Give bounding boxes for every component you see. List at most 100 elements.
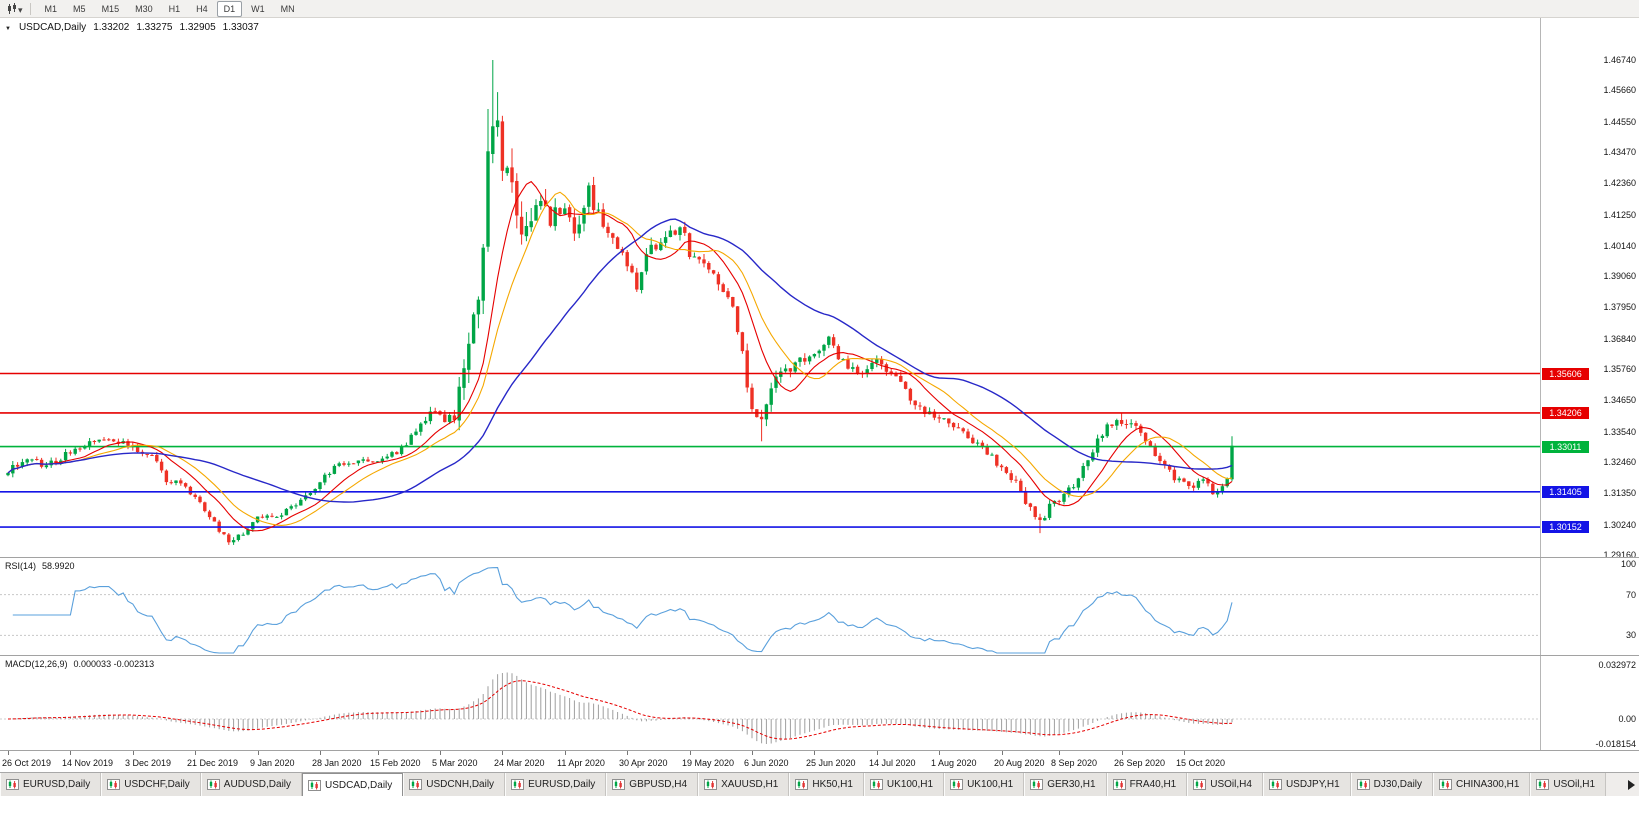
price-line-badge: 1.31405 <box>1542 486 1589 498</box>
timeframe-button-m1[interactable]: M1 <box>44 3 58 14</box>
timeframe-button-w1[interactable]: W1 <box>251 3 265 14</box>
price-tick-label: 1.40140 <box>1603 241 1636 251</box>
chart-tab-icon <box>869 779 883 790</box>
price-axis[interactable]: 1.46740 1.45660 1.44550 1.43470 1.42360 1.412… <box>1540 18 1639 560</box>
time-tick <box>877 751 878 755</box>
chart-tab-usdcad-daily[interactable]: USDCAD,Daily <box>302 773 404 796</box>
tab-label: EURUSD,Daily <box>23 779 91 790</box>
tab-label: EURUSD,Daily <box>528 779 596 790</box>
tab-label: DJ30,Daily <box>1373 779 1423 790</box>
time-tick <box>939 751 940 755</box>
chart-tab-eurusd-daily[interactable]: EURUSD,Daily <box>0 773 102 796</box>
chart-tab-audusd-daily[interactable]: AUDUSD,Daily <box>200 773 303 796</box>
chart-tab-hk50-h1[interactable]: HK50,H1 <box>789 773 864 796</box>
chart-tab-icon <box>1439 779 1453 790</box>
chart-tab-dj30-daily[interactable]: DJ30,Daily <box>1350 773 1434 796</box>
ohlc-open: 1.33202 <box>93 22 130 33</box>
chart-tab-usdjpy-h1[interactable]: USDJPY,H1 <box>1262 773 1351 796</box>
chart-tab-icon <box>950 779 964 790</box>
rsi-axis[interactable]: 100 70 30 <box>1540 558 1639 655</box>
chart-tab-uk100-h1[interactable]: UK100,H1 <box>863 773 945 796</box>
chart-tab-usdchf-daily[interactable]: USDCHF,Daily <box>101 773 201 796</box>
time-axis[interactable]: 26 Oct 2019 14 Nov 2019 3 Dec 2019 21 Dec 2… <box>0 751 1639 772</box>
time-tick <box>1059 751 1060 755</box>
time-tick-label: 9 Jan 2020 <box>250 758 295 768</box>
chart-tab-icon <box>6 779 19 790</box>
collapse-triangle-icon <box>5 22 12 33</box>
price-tick-label: 1.43470 <box>1603 147 1636 157</box>
top-toolbar: M1 M5 M15 M30 H1 H4 D1 W1 MN <box>0 0 1639 18</box>
timeframe-button-mn[interactable]: MN <box>280 3 295 14</box>
chart-tab-icon <box>612 779 626 790</box>
timeframe-button-m15[interactable]: M15 <box>101 3 120 14</box>
time-tick-label: 14 Nov 2019 <box>62 758 114 768</box>
chart-tab-icon <box>1536 779 1550 790</box>
price-line-badge: 1.30152 <box>1542 521 1589 533</box>
macd-canvas[interactable]: MACD(12,26,9) 0.000033 -0.002313 <box>0 656 1540 750</box>
macd-plot <box>0 672 1540 744</box>
price-tick-label: 1.29160 <box>1603 550 1636 560</box>
price-tick-label: 1.35760 <box>1603 364 1636 374</box>
chart-tab-china300-h1[interactable]: CHINA300,H1 <box>1433 773 1531 796</box>
price-tick-label: 1.30240 <box>1603 520 1636 530</box>
chart-tab-xauusd-h1[interactable]: XAUUSD,H1 <box>698 773 790 796</box>
chart-tab-eurusd-daily[interactable]: EURUSD,Daily <box>505 773 607 796</box>
macd-values: 0.000033 -0.002313 <box>73 659 155 669</box>
time-tick-label: 30 Apr 2020 <box>619 758 668 768</box>
price-tick-label: 1.32460 <box>1603 457 1636 467</box>
panel-separator[interactable] <box>0 655 1639 656</box>
chart-tab-uk100-h1[interactable]: UK100,H1 <box>944 773 1025 796</box>
timeframe-button-m30[interactable]: M30 <box>135 3 153 14</box>
time-tick <box>195 751 196 755</box>
price-tick-label: 1.31350 <box>1603 488 1636 498</box>
time-tick <box>378 751 379 755</box>
rsi-canvas[interactable]: RSI(14) 58.9920 <box>0 558 1540 655</box>
chart-tab-ger30-h1[interactable]: GER30,H1 <box>1024 773 1107 796</box>
chart-tab-fra40-h1[interactable]: FRA40,H1 <box>1106 773 1188 796</box>
time-tick-label: 28 Jan 2020 <box>312 758 362 768</box>
macd-axis[interactable]: 0.032972 0.00 -0.018154 <box>1540 656 1639 750</box>
chart-symbol-label: USDCAD,Daily <box>18 22 87 33</box>
chart-tab-usoil-h1[interactable]: USOil,H1 <box>1530 773 1607 796</box>
tab-scroll-right-icon[interactable] <box>1628 780 1635 790</box>
time-tick-label: 3 Dec 2019 <box>125 758 172 768</box>
chart-tab-icon <box>511 779 525 790</box>
rsi-scale-label: 70 <box>1625 590 1636 600</box>
price-line-badge: 1.34206 <box>1542 407 1589 419</box>
chart-tab-gbpusd-h4[interactable]: GBPUSD,H4 <box>606 773 699 796</box>
chart-tab-usdcnh-daily[interactable]: USDCNH,Daily <box>403 773 506 796</box>
panel-separator[interactable] <box>0 750 1639 751</box>
tab-label: FRA40,H1 <box>1129 779 1177 790</box>
time-tick <box>1122 751 1123 755</box>
time-tick <box>502 751 503 755</box>
timeframe-button-h4[interactable]: H4 <box>196 3 208 14</box>
toolbar-divider <box>29 2 31 15</box>
time-tick-label: 15 Feb 2020 <box>370 758 421 768</box>
timeframe-button-d1[interactable]: D1 <box>216 0 243 17</box>
chart-type-button[interactable] <box>4 1 26 16</box>
tab-label: CHINA300,H1 <box>1456 779 1520 790</box>
time-tick <box>690 751 691 755</box>
chart-tab-icon <box>1356 779 1370 790</box>
price-tick-label: 1.34650 <box>1603 395 1636 405</box>
price-tick-label: 1.39060 <box>1603 271 1636 281</box>
panel-separator[interactable] <box>0 557 1639 558</box>
tab-label: GBPUSD,H4 <box>629 779 688 790</box>
price-line-badge: 1.33011 <box>1542 441 1589 453</box>
candlestick-icon <box>8 2 16 14</box>
chart-tab-usoil-h4[interactable]: USOil,H4 <box>1187 773 1263 796</box>
price-tick-label: 1.42360 <box>1603 178 1636 188</box>
timeframe-button-m5[interactable]: M5 <box>73 3 86 14</box>
timeframe-button-h1[interactable]: H1 <box>168 3 181 14</box>
time-tick <box>70 751 71 755</box>
time-tick-label: 21 Dec 2019 <box>187 758 239 768</box>
macd-scale-bottom: -0.018154 <box>1595 739 1636 749</box>
price-tick-label: 1.33540 <box>1603 427 1636 437</box>
main-chart-canvas[interactable]: USDCAD,Daily 1.33202 1.33275 1.32905 1.3… <box>0 18 1540 557</box>
rsi-scale-label: 30 <box>1625 630 1636 640</box>
price-tick-label: 1.45660 <box>1603 85 1636 95</box>
rsi-plot <box>0 567 1540 654</box>
time-tick-label: 14 Jul 2020 <box>869 758 916 768</box>
price-line-badge: 1.35606 <box>1542 368 1589 380</box>
chart-tab-bar: EURUSD,Daily USDCHF,Daily AUDUSD,Daily USDC… <box>0 772 1639 796</box>
